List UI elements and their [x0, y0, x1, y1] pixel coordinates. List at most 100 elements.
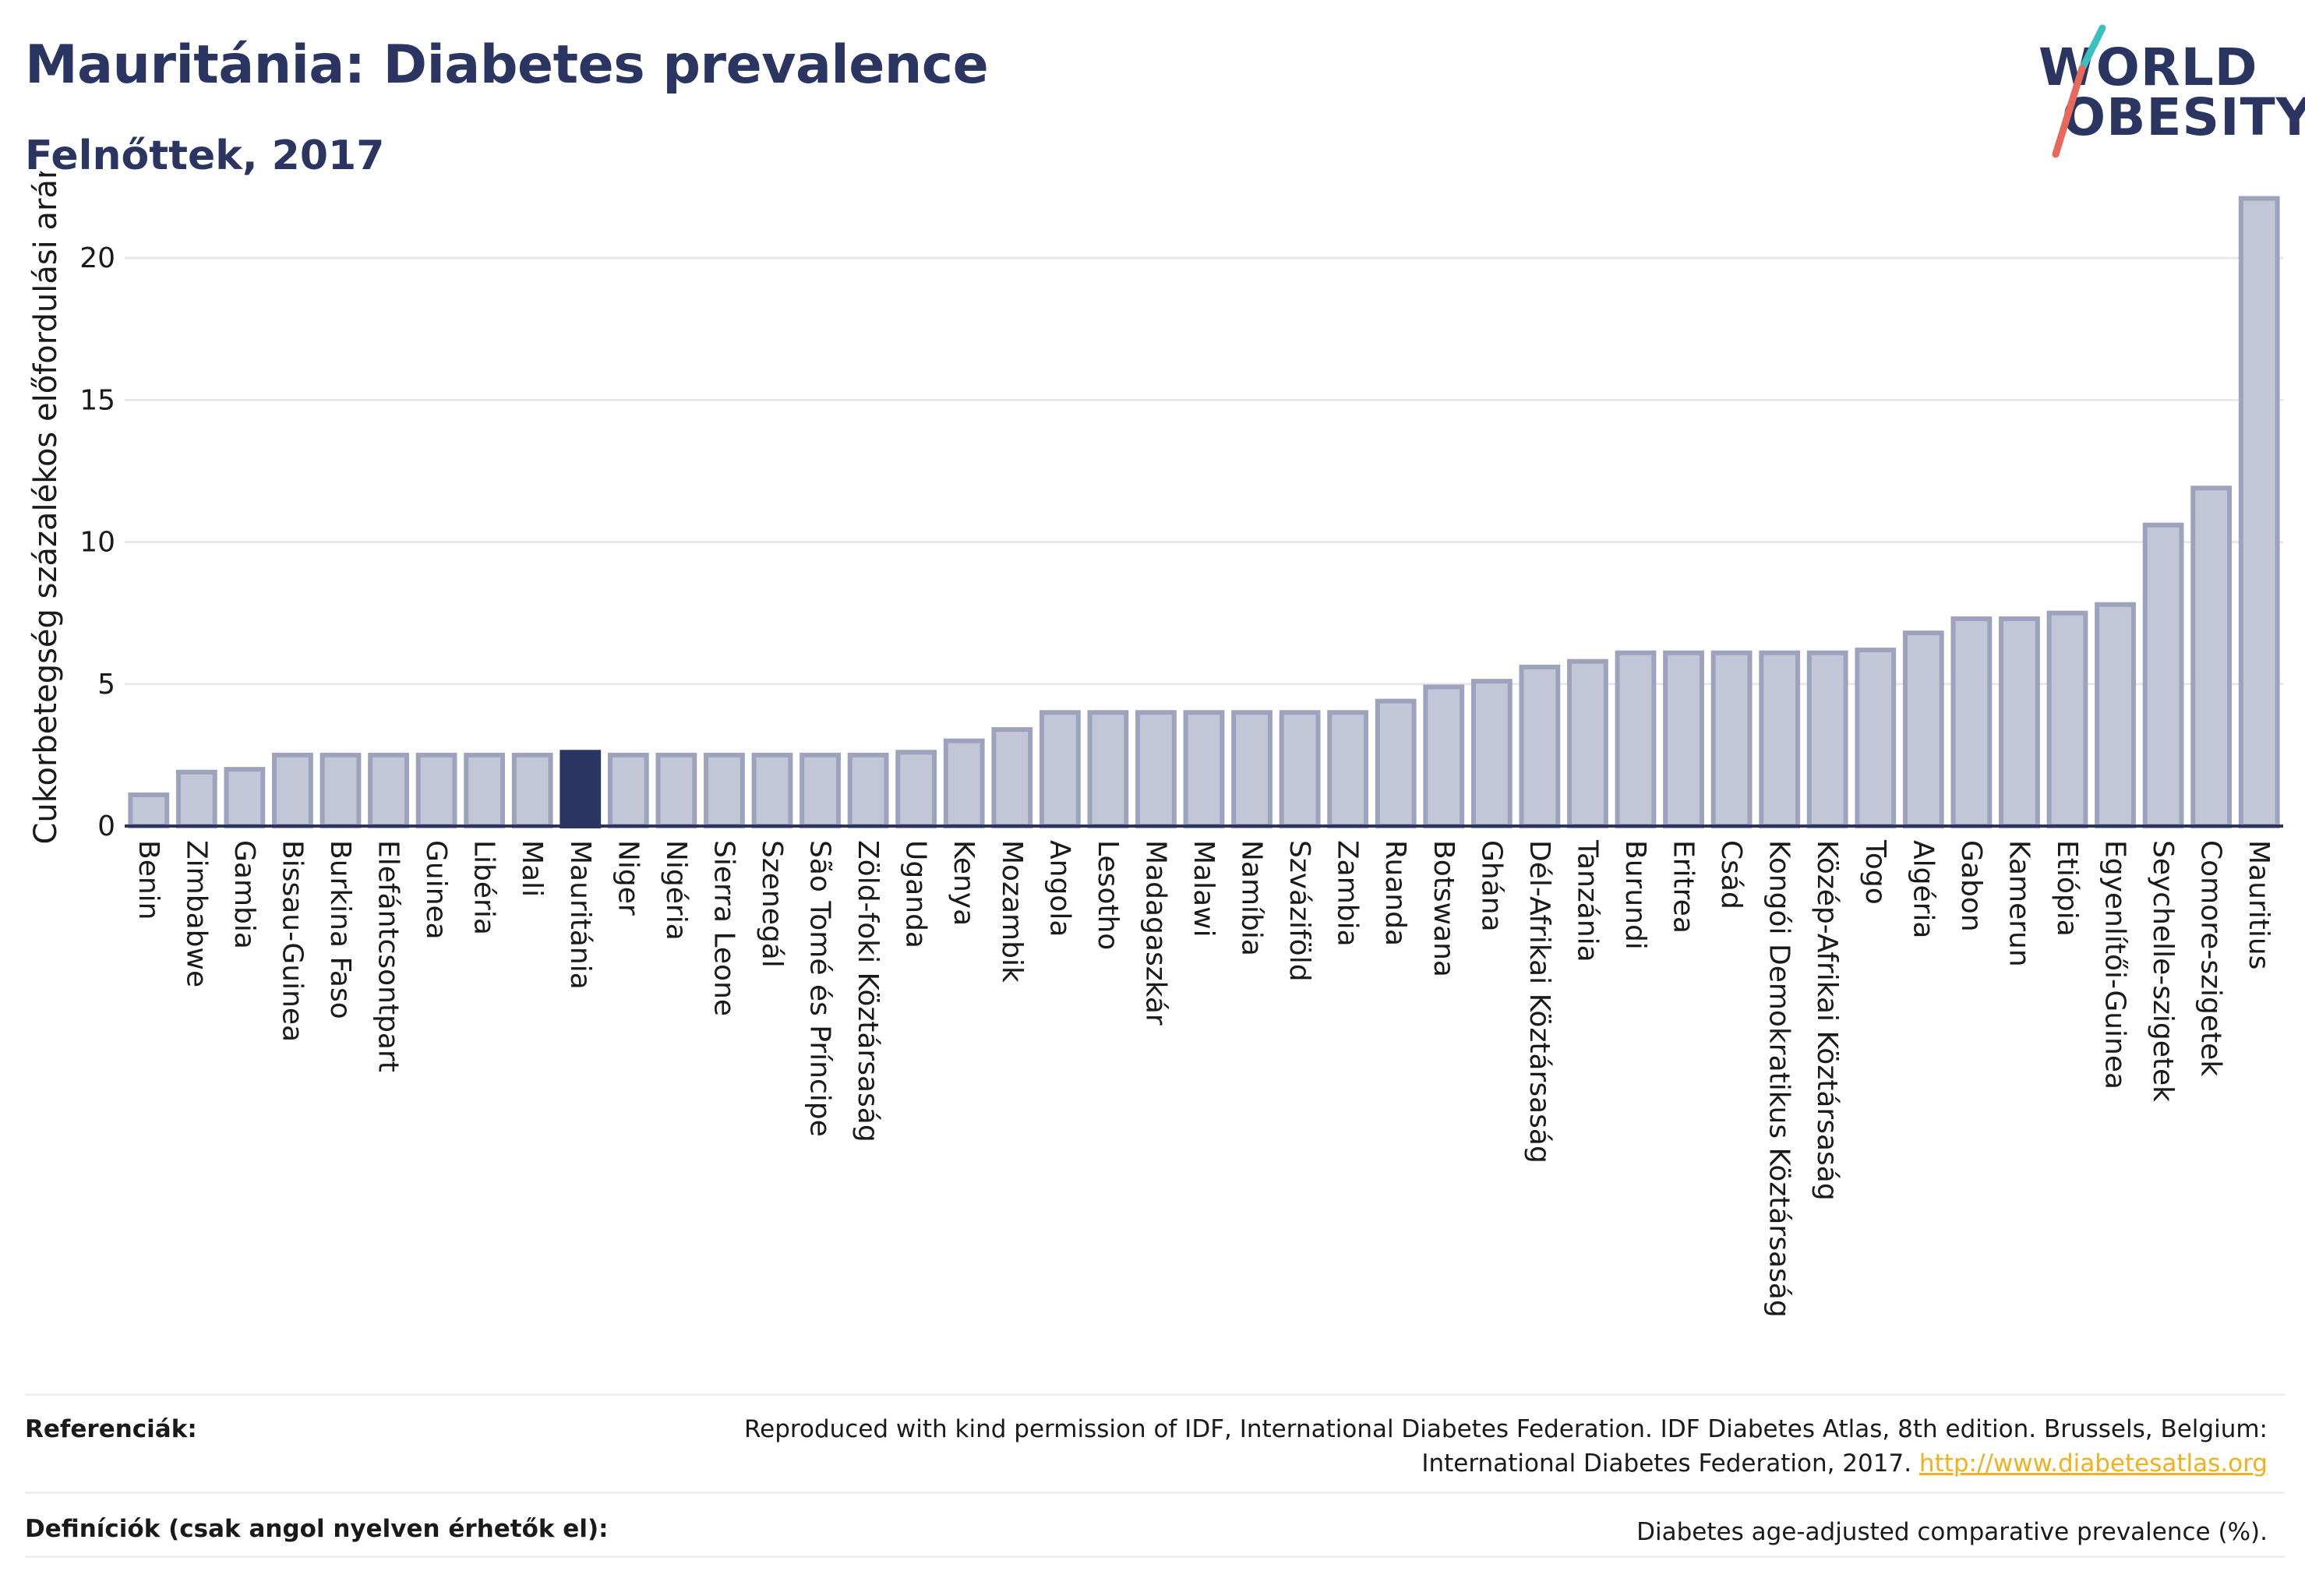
bar-guinea: [415, 752, 457, 829]
bar-niger: [607, 752, 649, 829]
x-tick-label: Uganda: [900, 840, 932, 948]
bar-zimbabwe: [175, 769, 217, 828]
x-tick-label: Bissau-Guinea: [276, 840, 308, 1042]
x-tick-label: Burundi: [1619, 840, 1651, 950]
world-obesity-logo: WORLD OBESITY: [2034, 22, 2305, 162]
bar-madagaszk-r: [1135, 710, 1177, 828]
x-tick-label: Comore-szigetek: [2195, 840, 2227, 1076]
bar-chart: 0 5 10 15 20 Cukorbetegség százalékos előford…: [28, 122, 2283, 1318]
x-tick-label: Madagaszkár: [1139, 840, 1171, 1026]
y-tick-label: 15: [79, 384, 115, 416]
bar-s-o-tom-s-pr-ncipe: [800, 752, 841, 829]
references-line-2-text: International Diabetes Federation, 2017.: [1421, 1449, 1912, 1478]
x-tick-label: Benin: [132, 840, 164, 920]
bar-kong-i-demokratikus-k-zt-rsas-g: [1759, 650, 1801, 829]
x-tick-label: Kenya: [948, 840, 980, 926]
page-title: Mauritánia: Diabetes prevalence: [25, 34, 989, 96]
bar-malawi: [1183, 710, 1225, 828]
footer-divider-top: [25, 1393, 2285, 1396]
definitions-label: Definíciók (csak angol nyelven érhetők e…: [25, 1515, 609, 1543]
y-tick-label: 0: [97, 810, 115, 842]
x-tick-label: Dél-Afrikai Köztársaság: [1523, 840, 1555, 1163]
x-tick-label: Zimbabwe: [180, 840, 212, 987]
bar-mozambik: [991, 727, 1033, 828]
references-text: Reproduced with kind permission of IDF, …: [744, 1412, 2268, 1481]
x-tick-label: Guinea: [420, 840, 452, 940]
x-tick-label: Namíbia: [1236, 840, 1268, 956]
bar-nam-bia: [1231, 710, 1273, 828]
bar-kenya: [943, 738, 985, 829]
bar-d-l-afrikai-k-zt-rsas-g: [1519, 664, 1561, 829]
x-tick-label: Nigéria: [660, 840, 692, 941]
bar-k-z-p-afrikai-k-zt-rsas-g: [1806, 650, 1848, 829]
x-tick-label: Mozambik: [996, 840, 1028, 983]
bar-szv-zif-ld: [1279, 710, 1321, 828]
bar-seychelle-szigetek: [2142, 522, 2184, 828]
references-label: Referenciák:: [25, 1415, 197, 1443]
x-tick-label: Seychelle-szigetek: [2147, 840, 2179, 1102]
x-tick-label: Togo: [1859, 839, 1891, 905]
x-tick-label: Ruanda: [1379, 840, 1411, 946]
y-axis-label: Cukorbetegség százalékos előfordulási ar…: [28, 171, 64, 845]
bar-gh-na: [1470, 679, 1513, 829]
x-tick-label: Lesotho: [1092, 840, 1124, 950]
x-tick-label: Mauritánia: [564, 840, 596, 990]
references-row: Referenciák: Reproduced with kind permis…: [25, 1412, 2285, 1490]
bar-eti-pia: [2046, 610, 2088, 829]
references-line-2: International Diabetes Federation, 2017.…: [744, 1446, 2268, 1481]
logo-word-obesity: OBESITY: [2062, 87, 2305, 147]
x-tick-label: Kongói Demokratikus Köztársaság: [1763, 840, 1795, 1318]
bar-zambia: [1327, 710, 1369, 828]
x-tick-label: Libéria: [468, 840, 500, 935]
bar-burundi: [1615, 650, 1657, 829]
x-tick-label: Etiópia: [2051, 840, 2083, 937]
bar-uganda: [895, 750, 937, 828]
page-subtitle: Felnőttek, 2017: [25, 132, 385, 179]
x-tick-label: Algéria: [1907, 840, 1939, 939]
x-tick-label: Szváziföld: [1283, 840, 1315, 982]
bar-maurit-nia: [559, 750, 602, 828]
bar-comore-szigetek: [2190, 486, 2233, 828]
bar-mali: [511, 752, 553, 829]
bar-sierra-leone: [704, 752, 745, 829]
bar-kamerun: [1999, 616, 2040, 828]
x-tick-label: Angola: [1043, 840, 1075, 937]
x-tick-label: Egyenlítői-Guinea: [2099, 840, 2131, 1089]
bar-botswana: [1423, 684, 1465, 829]
x-tick-label: Közép-Afrikai Köztársaság: [1811, 840, 1843, 1201]
x-tick-label: Ghána: [1475, 840, 1507, 932]
bar-gambia: [224, 767, 266, 828]
bar-benin: [128, 792, 170, 829]
x-tick-label: Sierra Leone: [708, 840, 740, 1016]
bar-szeneg-l: [751, 752, 793, 829]
bar-togo: [1855, 648, 1897, 828]
bar-cs-d: [1710, 650, 1753, 829]
x-tick-label: Gambia: [228, 840, 260, 949]
bar-lesotho: [1087, 710, 1129, 828]
x-tick-label: Szenegál: [756, 840, 788, 968]
bar-nig-ria: [655, 752, 697, 829]
x-tick-label: Malawi: [1188, 840, 1220, 937]
bar-lib-ria: [464, 752, 506, 829]
footer-divider-middle: [25, 1492, 2285, 1494]
logo-slash-icon: [2052, 24, 2106, 158]
bar-ruanda: [1375, 698, 1417, 829]
bar-alg-ria: [1902, 630, 1944, 829]
bar-egyenl-t-i-guinea: [2095, 602, 2136, 828]
bar-z-ld-foki-k-zt-rsas-g: [847, 752, 889, 829]
y-tick-label: 20: [79, 242, 115, 274]
x-tick-label: Niger: [612, 840, 644, 916]
bar-burkina-faso: [319, 752, 362, 829]
x-tick-label: Zambia: [1332, 840, 1364, 947]
y-tick-label: 10: [79, 527, 115, 559]
references-line-1: Reproduced with kind permission of IDF, …: [744, 1415, 2268, 1443]
x-tick-label: Kamerun: [2003, 840, 2035, 967]
x-tick-label: Botswana: [1428, 840, 1460, 977]
x-tick-label: Mali: [516, 840, 548, 897]
x-tick-label: Gabon: [1955, 840, 1987, 932]
x-tick-label: São Tomé és Príncipe: [804, 840, 836, 1137]
bar-eritrea: [1663, 650, 1704, 829]
definitions-text: Diabetes age-adjusted comparative preval…: [1636, 1518, 2268, 1546]
references-link[interactable]: http://www.diabetesatlas.org: [1918, 1449, 2268, 1478]
chart-container: 0 5 10 15 20 Cukorbetegség százalékos előford…: [0, 122, 2305, 1390]
